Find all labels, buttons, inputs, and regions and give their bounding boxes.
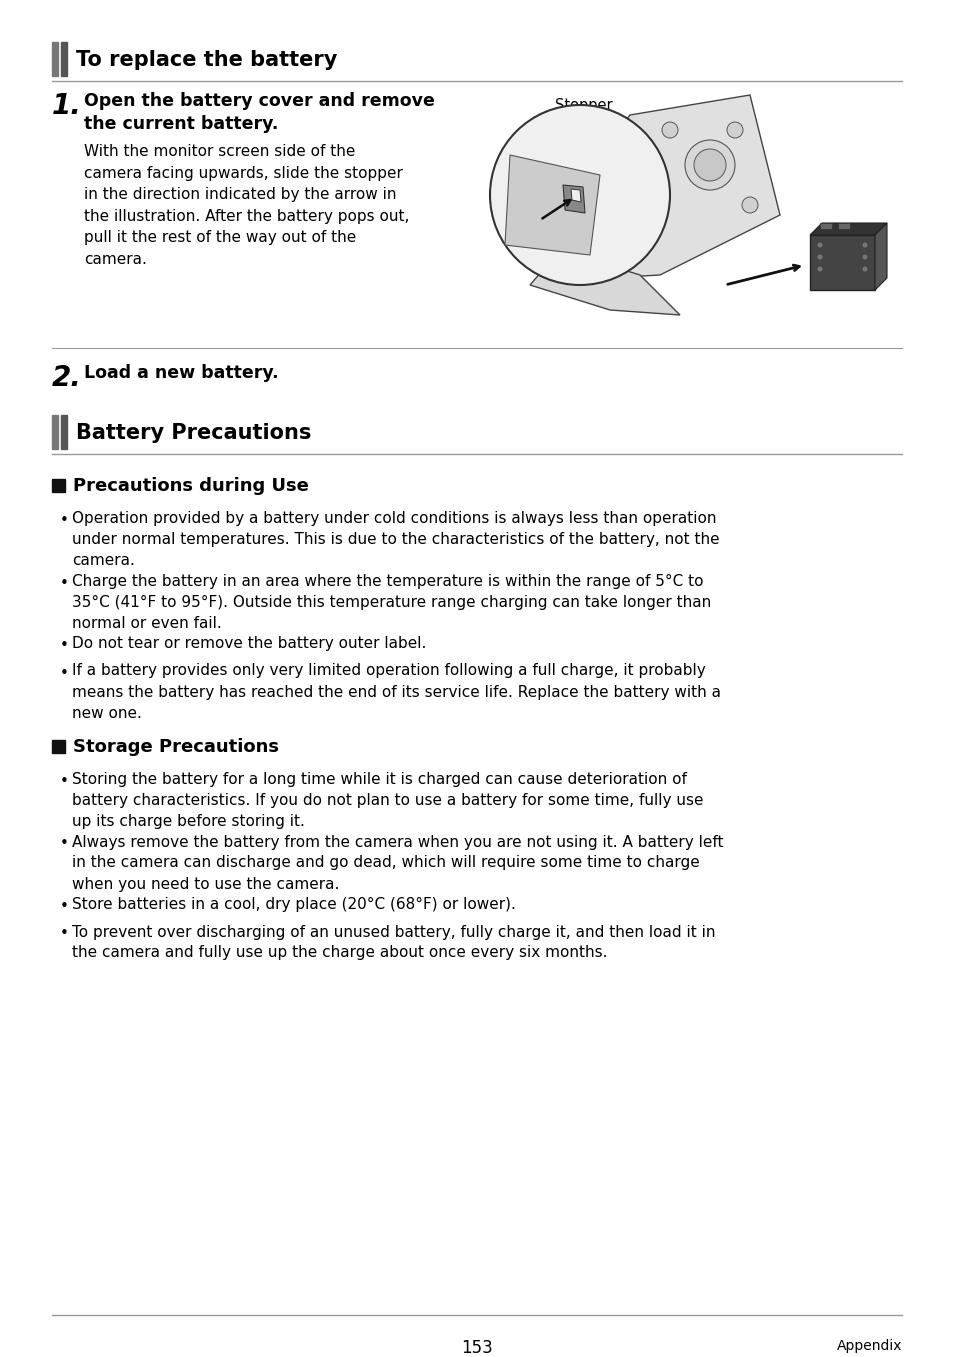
Bar: [809, 235, 874, 290]
Text: •: •: [60, 665, 69, 680]
Text: •: •: [60, 575, 69, 590]
Circle shape: [817, 266, 821, 271]
Circle shape: [490, 104, 669, 285]
Polygon shape: [562, 185, 584, 213]
Polygon shape: [519, 95, 780, 280]
Bar: [52, 479, 65, 493]
Polygon shape: [809, 223, 886, 235]
Circle shape: [862, 243, 866, 247]
Circle shape: [817, 255, 821, 259]
Text: Open the battery cover and remove
the current battery.: Open the battery cover and remove the cu…: [84, 92, 435, 133]
Bar: [820, 223, 831, 229]
Text: If a battery provides only very limited operation following a full charge, it pr: If a battery provides only very limited …: [71, 664, 720, 721]
Text: •: •: [60, 773, 69, 788]
Text: Storing the battery for a long time while it is charged can cause deterioration : Storing the battery for a long time whil…: [71, 772, 702, 829]
Text: Charge the battery in an area where the temperature is within the range of 5°C t: Charge the battery in an area where the …: [71, 574, 711, 631]
Text: •: •: [60, 836, 69, 851]
Text: Always remove the battery from the camera when you are not using it. A battery l: Always remove the battery from the camer…: [71, 835, 722, 892]
Bar: [837, 223, 849, 229]
Circle shape: [726, 122, 742, 138]
Text: With the monitor screen side of the
camera facing upwards, slide the stopper
in : With the monitor screen side of the came…: [84, 144, 409, 267]
Text: To prevent over discharging of an unused battery, fully charge it, and then load: To prevent over discharging of an unused…: [71, 924, 715, 961]
Text: Precautions during Use: Precautions during Use: [73, 478, 309, 495]
Text: •: •: [60, 513, 69, 528]
Circle shape: [862, 266, 866, 271]
Text: •: •: [60, 898, 69, 915]
Text: Appendix: Appendix: [836, 1339, 901, 1353]
Text: •: •: [60, 927, 69, 942]
Text: Store batteries in a cool, dry place (20°C (68°F) or lower).: Store batteries in a cool, dry place (20…: [71, 897, 516, 912]
Polygon shape: [874, 223, 886, 290]
Text: •: •: [60, 638, 69, 653]
Polygon shape: [571, 189, 580, 202]
Text: Do not tear or remove the battery outer label.: Do not tear or remove the battery outer …: [71, 636, 426, 651]
Polygon shape: [530, 250, 679, 315]
Circle shape: [817, 243, 821, 247]
Circle shape: [661, 122, 678, 138]
Text: Operation provided by a battery under cold conditions is always less than operat: Operation provided by a battery under co…: [71, 512, 719, 569]
Circle shape: [693, 149, 725, 180]
Bar: [61, 42, 67, 76]
Text: Battery Precautions: Battery Precautions: [76, 423, 311, 442]
Bar: [52, 740, 65, 753]
Bar: [52, 42, 58, 76]
Circle shape: [684, 140, 734, 190]
Text: To replace the battery: To replace the battery: [76, 50, 337, 71]
Bar: [52, 415, 58, 449]
Circle shape: [862, 255, 866, 259]
Text: Load a new battery.: Load a new battery.: [84, 364, 278, 383]
Circle shape: [741, 197, 758, 213]
Text: 1.: 1.: [52, 92, 82, 119]
Text: Storage Precautions: Storage Precautions: [73, 738, 278, 756]
Polygon shape: [504, 155, 599, 255]
Bar: [61, 415, 67, 449]
Text: Stopper: Stopper: [555, 98, 612, 113]
Text: 2.: 2.: [52, 364, 82, 392]
Text: 153: 153: [460, 1339, 493, 1357]
